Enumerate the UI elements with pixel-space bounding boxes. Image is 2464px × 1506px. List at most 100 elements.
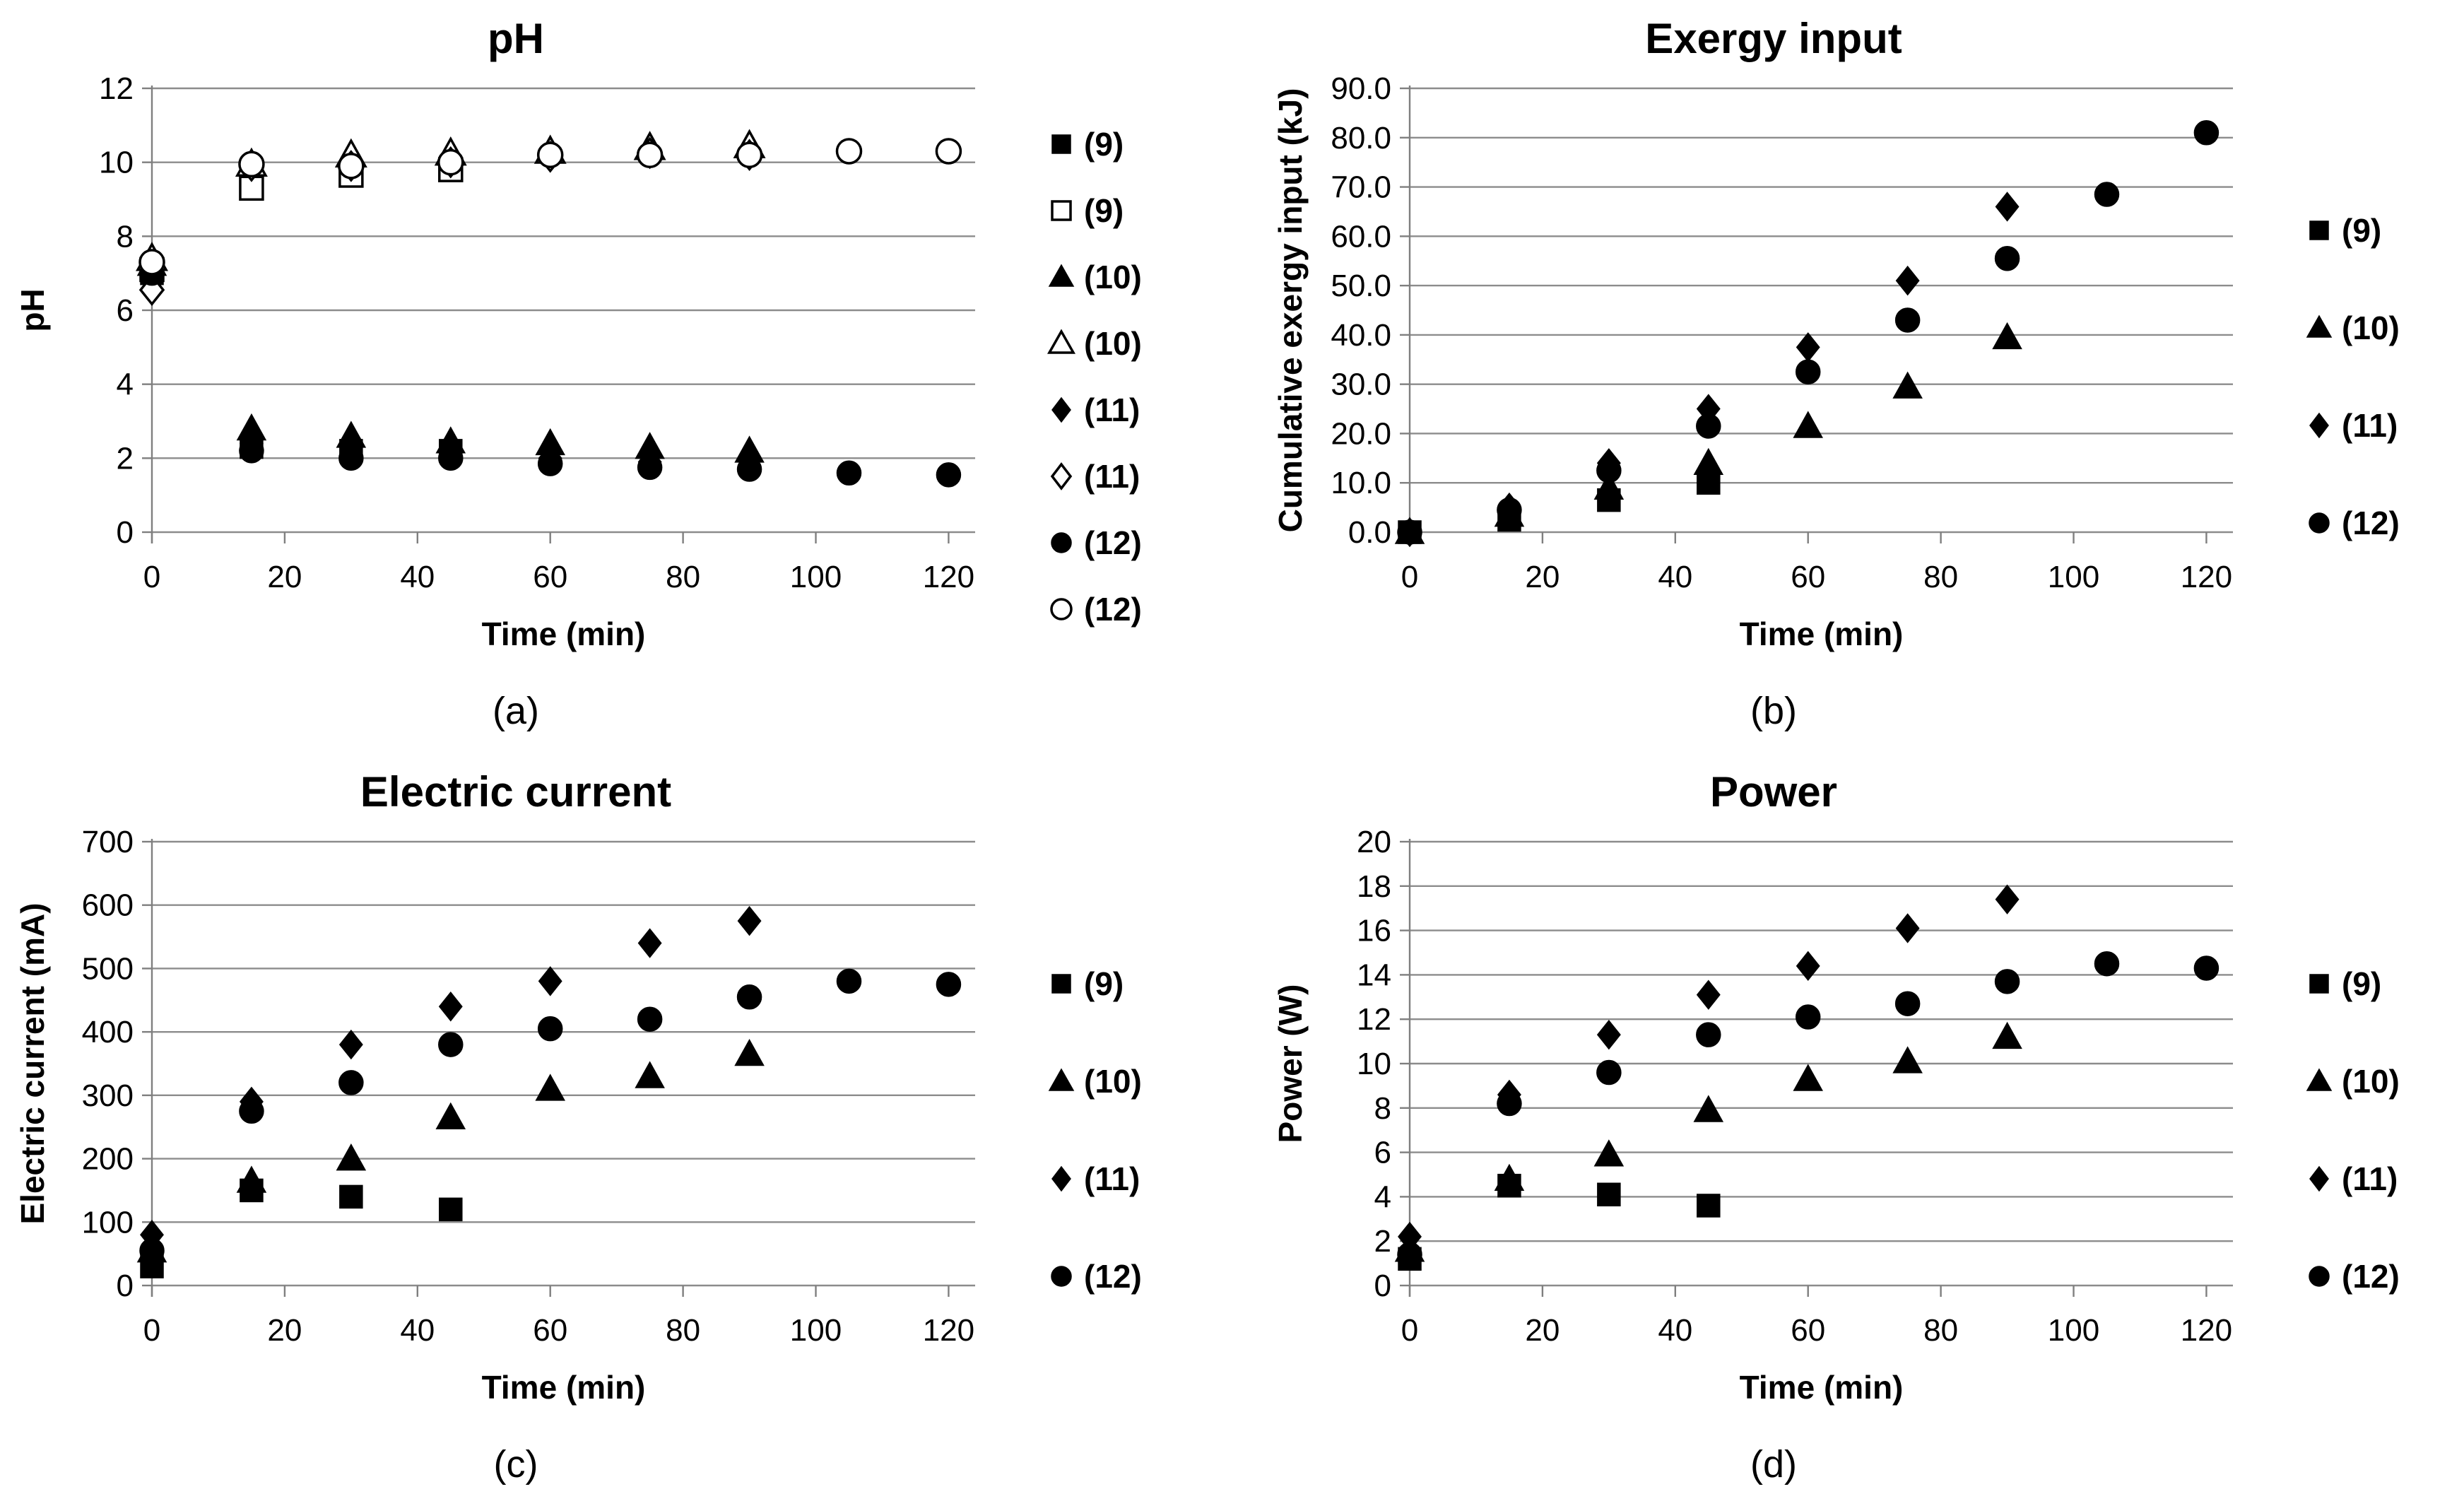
diamond-marker (1796, 951, 1820, 982)
svg-text:60: 60 (1791, 560, 1825, 594)
diamond-marker (1995, 192, 2020, 222)
svg-text:10: 10 (99, 146, 134, 180)
svg-text:120: 120 (923, 560, 974, 594)
chart-title-c: Electric current (360, 768, 672, 816)
series-(12)-filled-circle (139, 260, 962, 488)
chart-svg-d: 0 2 4 6 8 10 12 14 16 18 20 0 20 40 60 80 100 120 Time (mi… (1272, 825, 2233, 1406)
square-marker (2309, 974, 2329, 994)
svg-text:10: 10 (1357, 1047, 1391, 1081)
circle-marker (239, 1098, 264, 1124)
panel-caption-d: (d) (1750, 1443, 1797, 1486)
svg-text:20: 20 (1525, 1313, 1560, 1348)
filled-circle-icon (1051, 532, 1072, 553)
circle-marker (1696, 1022, 1721, 1047)
circle-marker (835, 138, 863, 165)
circle-marker (936, 462, 962, 488)
open-circle-icon (1050, 598, 1073, 620)
legend-item: (11) (1043, 457, 1142, 495)
svg-text:16: 16 (1357, 914, 1391, 948)
triangle-marker (1048, 1068, 1075, 1091)
circle-marker (1051, 532, 1072, 553)
circle-marker (836, 460, 862, 486)
y-tick-labels: 0 2 4 6 8 10 12 14 16 18 20 (1357, 825, 1391, 1303)
open-triangle-icon (1047, 329, 1076, 354)
series-(10)-filled-triangle (136, 1038, 765, 1263)
svg-text:8: 8 (1374, 1091, 1391, 1126)
circle-marker (935, 138, 962, 165)
triangle-marker (336, 1143, 367, 1171)
svg-text:90.0: 90.0 (1331, 71, 1391, 106)
x-tick-labels: 0 20 40 60 80 100 120 (143, 1313, 974, 1348)
x-axis-label: Time (min) (1740, 616, 1904, 652)
chart-svg-b: 0.010.020.030.040.050.060.070.080.090.00… (1272, 71, 2233, 652)
svg-text:0.0: 0.0 (1348, 515, 1391, 550)
panel-caption-a: (a) (493, 690, 539, 732)
legend-label: (9) (2342, 965, 2382, 1002)
panel-caption-b: (b) (1750, 690, 1797, 732)
filled-triangle-icon (1048, 1068, 1075, 1091)
square-marker (439, 1197, 463, 1222)
legend-item: (9) (1043, 965, 1142, 1003)
x-tick-labels: 0 20 40 60 80 100 120 (1401, 560, 2232, 594)
legend-a: (9) (9) (10) (10) (11) (11) (12) (12) (1043, 125, 1142, 628)
svg-text:80: 80 (1923, 1313, 1958, 1348)
svg-text:10.0: 10.0 (1331, 466, 1391, 500)
svg-text:80: 80 (1923, 560, 1958, 594)
chart-wrap-b: 0.0 10.0 20.0 30.0 40.0 50.0 60.0 70.0 80.0 90.0 0… (1265, 66, 2464, 688)
square-marker (339, 1184, 363, 1209)
svg-text:80: 80 (666, 1313, 700, 1348)
legend-item: (11) (2301, 406, 2400, 445)
svg-text:500: 500 (82, 951, 134, 986)
diamond-marker (1995, 884, 2020, 914)
circle-marker (239, 438, 264, 464)
legend-label: (9) (1084, 965, 1124, 1002)
legend-item: (10) (1043, 324, 1142, 363)
legend-label: (11) (1084, 392, 1140, 428)
legend-item: (9) (1043, 192, 1142, 230)
square-marker (1051, 200, 1072, 221)
chart-title-d: Power (1709, 768, 1838, 816)
circle-marker (2193, 120, 2220, 146)
svg-text:6: 6 (117, 293, 134, 328)
circle-marker (836, 968, 862, 994)
gridlines (1410, 840, 2233, 1287)
svg-text:6: 6 (1374, 1136, 1391, 1170)
circle-marker (1397, 1242, 1422, 1267)
svg-text:80: 80 (666, 560, 700, 594)
y-tick-labels: 0 2 4 6 8 10 12 (99, 71, 134, 550)
axes (142, 839, 950, 1297)
svg-text:60: 60 (1791, 1313, 1825, 1348)
legend-item: (11) (2301, 1160, 2400, 1198)
svg-text:4: 4 (117, 367, 134, 402)
legend-item: (9) (2301, 965, 2400, 1003)
diamond-marker (1895, 913, 1920, 943)
svg-text:100: 100 (790, 560, 842, 594)
triangle-marker (236, 1165, 267, 1193)
filled-triangle-icon (1048, 264, 1075, 287)
circle-marker (1497, 497, 1522, 523)
svg-text:60: 60 (533, 560, 567, 594)
circle-marker (1894, 307, 1921, 333)
circle-marker (1596, 458, 1622, 483)
legend-label: (9) (1084, 126, 1124, 163)
series-(9)-filled-square (140, 261, 463, 463)
svg-text:20: 20 (267, 560, 302, 594)
svg-text:30.0: 30.0 (1331, 367, 1391, 402)
svg-text:0: 0 (1374, 1269, 1391, 1303)
circle-marker (2309, 512, 2330, 534)
svg-text:0: 0 (143, 560, 160, 594)
filled-triangle-icon (2306, 1068, 2333, 1091)
axes (142, 86, 950, 543)
triangle-marker (1793, 1064, 1823, 1091)
triangle-marker (1892, 1046, 1923, 1073)
triangle-marker (1693, 447, 1724, 476)
legend-label: (11) (1084, 1160, 1140, 1197)
svg-text:70.0: 70.0 (1331, 170, 1391, 205)
triangle-marker (1593, 472, 1625, 500)
circle-marker (338, 1070, 364, 1095)
triangle-marker (2306, 1068, 2333, 1091)
triangle-marker (635, 1061, 665, 1088)
triangle-marker (1793, 411, 1823, 438)
circle-marker (1696, 413, 1721, 439)
svg-text:20: 20 (1525, 560, 1560, 594)
